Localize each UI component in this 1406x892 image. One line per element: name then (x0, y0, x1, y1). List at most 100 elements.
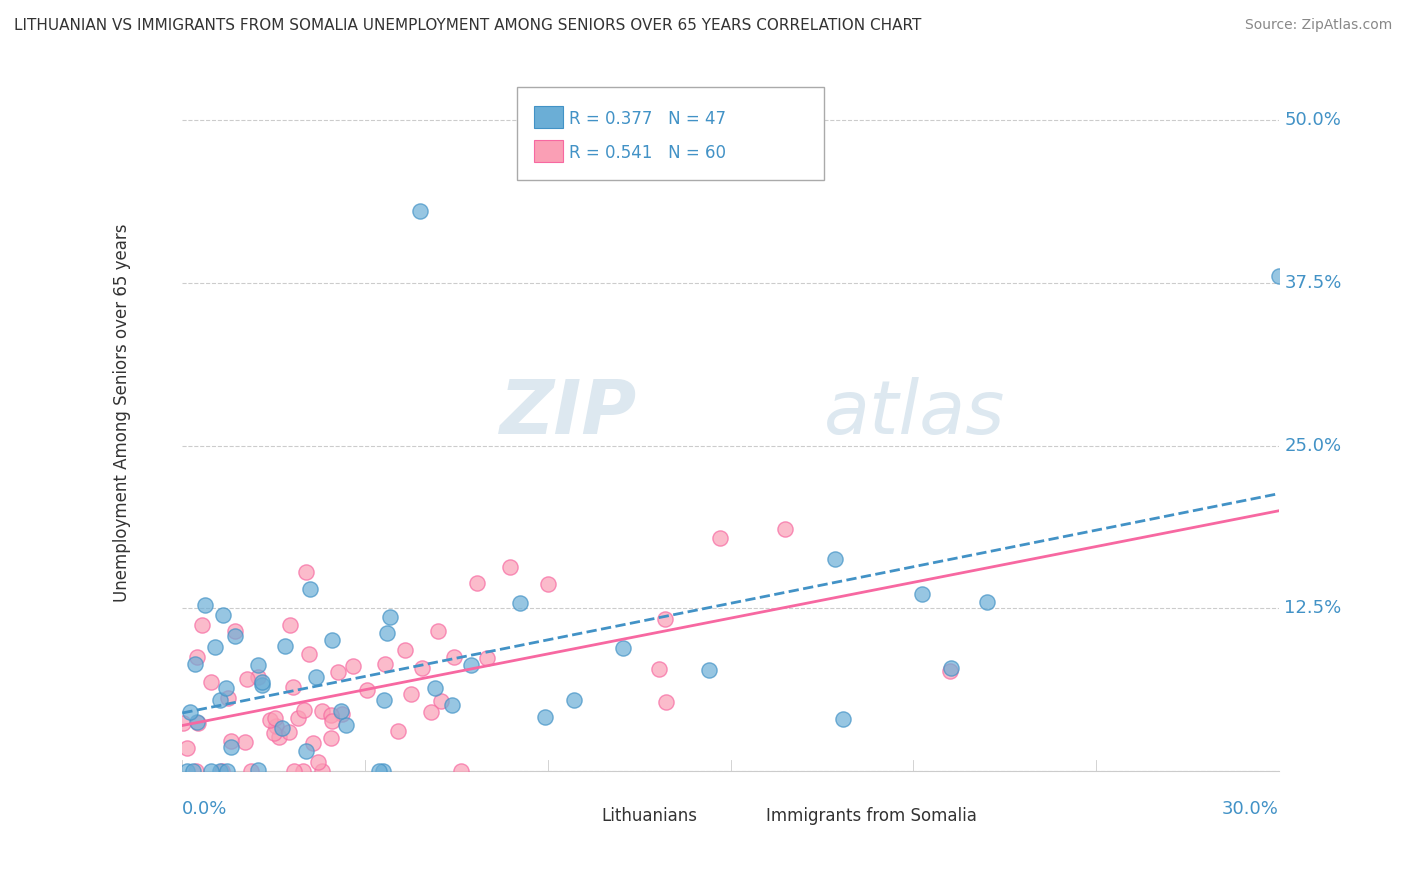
Point (976, 595, 998, 609)
Point (831, 712, 853, 726)
Point (307, 755, 329, 769)
Point (824, 552, 846, 566)
Point (187, 716, 209, 731)
Point (281, 681, 304, 695)
Point (647, 662, 669, 676)
Point (219, 740, 242, 755)
Point (259, 713, 281, 727)
Point (311, 764, 333, 779)
Point (247, 670, 270, 684)
Point (215, 681, 238, 696)
Point (271, 721, 294, 735)
Point (233, 735, 256, 749)
FancyBboxPatch shape (534, 140, 562, 161)
Point (295, 744, 318, 758)
Point (292, 764, 315, 779)
Point (321, 714, 343, 728)
Point (224, 629, 246, 643)
Point (176, 764, 198, 779)
Point (184, 764, 207, 779)
Text: R = 0.377   N = 47: R = 0.377 N = 47 (569, 110, 727, 128)
Text: R = 0.541   N = 60: R = 0.541 N = 60 (569, 144, 727, 161)
Point (200, 764, 222, 779)
Point (939, 661, 962, 675)
Point (654, 695, 676, 709)
Text: 50.0%: 50.0% (1285, 112, 1341, 129)
Point (186, 650, 208, 665)
Point (264, 710, 287, 724)
Text: Source: ZipAtlas.com: Source: ZipAtlas.com (1244, 18, 1392, 32)
Point (292, 702, 315, 716)
Point (342, 659, 364, 673)
Point (200, 675, 222, 690)
Point (371, 764, 394, 779)
Point (264, 719, 287, 733)
Point (335, 718, 357, 732)
Point (278, 725, 301, 739)
Point (295, 566, 318, 580)
Text: 25.0%: 25.0% (1285, 437, 1341, 455)
Text: atlas: atlas (824, 377, 1005, 450)
Point (176, 741, 198, 756)
Point (219, 734, 242, 748)
Point (562, 693, 585, 707)
FancyBboxPatch shape (517, 87, 824, 180)
Point (399, 687, 422, 701)
Point (250, 675, 273, 690)
FancyBboxPatch shape (735, 805, 759, 824)
Point (425, 681, 447, 695)
Point (287, 711, 309, 725)
Point (246, 657, 269, 672)
Point (356, 683, 378, 698)
Point (274, 639, 297, 653)
Point (1268, 269, 1291, 284)
Point (533, 710, 555, 724)
Point (509, 596, 531, 610)
Point (247, 763, 270, 777)
Point (321, 708, 343, 723)
Point (938, 664, 960, 678)
Text: ZIP: ZIP (501, 376, 637, 450)
Point (419, 705, 441, 719)
Point (411, 661, 433, 675)
Point (321, 731, 343, 745)
Point (267, 730, 290, 744)
Point (654, 612, 676, 626)
Point (378, 609, 401, 624)
Point (212, 608, 235, 623)
Point (429, 694, 451, 708)
Point (215, 764, 238, 779)
Point (208, 764, 231, 779)
Point (283, 764, 305, 779)
Point (537, 576, 560, 591)
Point (184, 657, 207, 671)
Point (441, 698, 464, 712)
Point (612, 640, 634, 655)
Point (373, 693, 395, 707)
Point (181, 764, 204, 779)
Text: 0.0%: 0.0% (183, 800, 228, 818)
Point (329, 704, 352, 718)
Text: LITHUANIAN VS IMMIGRANTS FROM SOMALIA UNEMPLOYMENT AMONG SENIORS OVER 65 YEARS C: LITHUANIAN VS IMMIGRANTS FROM SOMALIA UN… (14, 18, 921, 33)
Text: 30.0%: 30.0% (1222, 800, 1279, 818)
Text: Immigrants from Somalia: Immigrants from Somalia (766, 807, 977, 825)
Point (179, 705, 201, 719)
Point (191, 618, 214, 632)
Point (217, 691, 239, 706)
Point (709, 531, 731, 545)
Point (250, 678, 273, 692)
Point (321, 632, 343, 647)
Point (204, 640, 226, 655)
Point (278, 618, 301, 632)
Point (298, 647, 321, 661)
Point (377, 625, 399, 640)
Text: Lithuanians: Lithuanians (602, 807, 697, 825)
FancyBboxPatch shape (534, 106, 562, 128)
Point (263, 725, 285, 739)
Point (450, 764, 472, 779)
Point (426, 624, 449, 638)
Point (172, 715, 194, 730)
Point (239, 764, 262, 779)
Point (186, 715, 208, 730)
Point (305, 670, 328, 684)
